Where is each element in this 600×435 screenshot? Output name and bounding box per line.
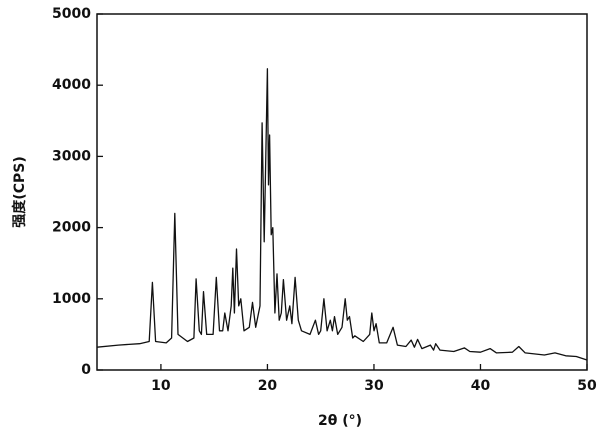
y-tick-label: 4000 — [52, 77, 91, 93]
x-tick-label: 50 — [577, 378, 597, 394]
x-tick-label: 30 — [364, 378, 384, 394]
y-tick-label: 5000 — [52, 6, 91, 22]
y-tick-label: 2000 — [52, 220, 91, 236]
y-tick-label: 3000 — [52, 148, 91, 164]
plot-frame — [96, 13, 588, 371]
y-tick-label: 0 — [81, 362, 91, 378]
x-tick-label: 10 — [151, 378, 171, 394]
line-series — [96, 68, 588, 361]
y-axis-label: 强度(CPS) — [11, 156, 28, 227]
x-tick-label: 40 — [471, 378, 491, 394]
x-tick-label: 20 — [258, 378, 278, 394]
y-tick-label: 1000 — [52, 291, 91, 307]
x-axis-label: 2θ (°) — [318, 413, 362, 429]
